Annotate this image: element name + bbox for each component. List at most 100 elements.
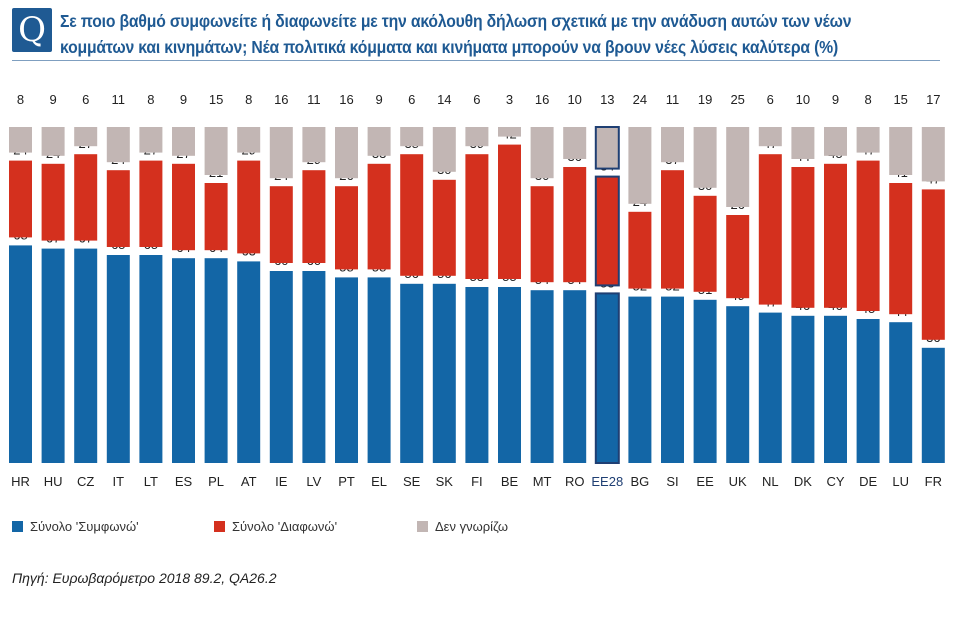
value-dontknow-ee: 19: [698, 92, 712, 107]
bar-dontknow-cy: [824, 127, 847, 156]
legend-item-disagree: Σύνολο 'Διαφωνώ': [214, 519, 337, 534]
value-dontknow-ro: 10: [567, 92, 581, 107]
bar-dontknow-bg: [628, 127, 652, 204]
value-dontknow-fi: 6: [473, 92, 480, 107]
value-dontknow-hu: 9: [49, 92, 56, 107]
bar-dontknow-ie: [269, 127, 293, 179]
value-dontknow-ee28: 13: [600, 92, 614, 107]
bar-agree-dk: [791, 315, 815, 463]
category-label-ee: EE: [696, 474, 714, 489]
value-dontknow-cy: 9: [832, 92, 839, 107]
chart-title: Σε ποιο βαθμό συμφωνείτε ή διαφωνείτε με…: [60, 8, 852, 60]
value-dontknow-lt: 8: [147, 92, 154, 107]
bar-dontknow-nl: [758, 127, 782, 147]
category-label-ie: IE: [275, 474, 288, 489]
category-label-hr: HR: [11, 474, 30, 489]
category-label-cz: CZ: [77, 474, 94, 489]
category-label-it: IT: [113, 474, 125, 489]
bar-dontknow-se: [400, 127, 424, 147]
bar-dontknow-hr: [9, 127, 32, 153]
category-label-mt: MT: [533, 474, 552, 489]
bar-dontknow-cz: [74, 127, 98, 147]
title-line-1: Σε ποιο βαθμό συμφωνείτε ή διαφωνείτε με…: [60, 11, 852, 31]
legend-swatch-agree: [12, 521, 23, 532]
category-label-nl: NL: [762, 474, 779, 489]
title-divider: [12, 60, 940, 61]
category-label-pt: PT: [338, 474, 355, 489]
value-dontknow-mt: 16: [535, 92, 549, 107]
bar-disagree-de: [856, 160, 880, 311]
legend-label-agree: Σύνολο 'Συμφωνώ': [30, 519, 139, 534]
legend-swatch-disagree: [214, 521, 225, 532]
category-label-lt: LT: [144, 474, 158, 489]
value-dontknow-se: 6: [408, 92, 415, 107]
value-dontknow-hr: 8: [17, 92, 24, 107]
bar-dontknow-lu: [889, 127, 913, 175]
bar-disagree-lu: [889, 183, 913, 315]
category-label-lv: LV: [306, 474, 321, 489]
bar-disagree-lt: [139, 160, 163, 247]
q-badge: Q: [12, 8, 52, 52]
value-dontknow-lv: 11: [307, 92, 321, 107]
bar-disagree-hu: [41, 163, 65, 241]
value-dontknow-fr: 17: [926, 92, 940, 107]
value-dontknow-uk: 25: [730, 92, 744, 107]
legend-item-dontknow: Δεν γνωρίζω: [417, 519, 508, 534]
bar-agree-el: [367, 277, 391, 463]
category-label-ee28: EE28: [591, 474, 623, 489]
value-dontknow-es: 9: [180, 92, 187, 107]
bar-disagree-ee28: [594, 175, 620, 287]
bar-agree-mt: [530, 290, 554, 463]
bar-disagree-cy: [824, 163, 847, 308]
legend-swatch-dontknow: [417, 521, 428, 532]
bar-agree-cz: [74, 248, 98, 463]
bar-dontknow-hu: [41, 127, 65, 156]
value-dontknow-dk: 10: [796, 92, 810, 107]
category-label-lu: LU: [892, 474, 909, 489]
bar-dontknow-sk: [432, 127, 456, 172]
value-dontknow-ie: 16: [274, 92, 288, 107]
category-label-se: SE: [403, 474, 421, 489]
bar-dontknow-pt: [335, 127, 358, 179]
bar-disagree-sk: [432, 179, 456, 276]
bar-disagree-pt: [335, 186, 358, 270]
bar-agree-fr: [921, 347, 945, 463]
bar-disagree-bg: [628, 211, 652, 289]
bar-disagree-ie: [269, 186, 293, 263]
bar-disagree-fi: [465, 154, 489, 279]
bar-agree-es: [172, 258, 195, 463]
bar-disagree-si: [661, 170, 684, 289]
bar-agree-sk: [432, 283, 456, 463]
bar-agree-pl: [204, 258, 228, 463]
category-label-hu: HU: [44, 474, 63, 489]
bar-disagree-ro: [563, 167, 587, 283]
bar-agree-cy: [824, 315, 847, 463]
bar-disagree-dk: [791, 167, 815, 308]
bar-agree-de: [856, 319, 880, 463]
bar-agree-se: [400, 283, 424, 463]
bar-agree-it: [106, 255, 130, 463]
category-label-cy: CY: [826, 474, 844, 489]
bar-agree-lv: [302, 271, 326, 463]
value-dontknow-bg: 24: [633, 92, 647, 107]
bar-dontknow-ee28: [594, 126, 620, 170]
title-line-2: κομμάτων και κινημάτων; Νέα πολιτικά κόμ…: [60, 37, 839, 57]
category-label-dk: DK: [794, 474, 812, 489]
bar-disagree-el: [367, 163, 391, 270]
category-label-fr: FR: [925, 474, 942, 489]
bar-dontknow-fi: [465, 127, 489, 147]
bar-dontknow-it: [106, 127, 130, 163]
category-label-at: AT: [241, 474, 257, 489]
category-label-si: SI: [666, 474, 678, 489]
bar-dontknow-mt: [530, 127, 554, 179]
bar-disagree-ee: [693, 195, 717, 292]
bar-dontknow-pl: [204, 127, 228, 175]
category-label-el: EL: [371, 474, 387, 489]
value-dontknow-si: 11: [666, 92, 680, 107]
legend-label-disagree: Σύνολο 'Διαφωνώ': [232, 519, 338, 534]
bar-agree-hu: [41, 248, 65, 463]
bar-dontknow-lv: [302, 127, 326, 163]
category-label-fi: FI: [471, 474, 483, 489]
bar-agree-lu: [889, 322, 913, 463]
bar-agree-bg: [628, 296, 652, 463]
